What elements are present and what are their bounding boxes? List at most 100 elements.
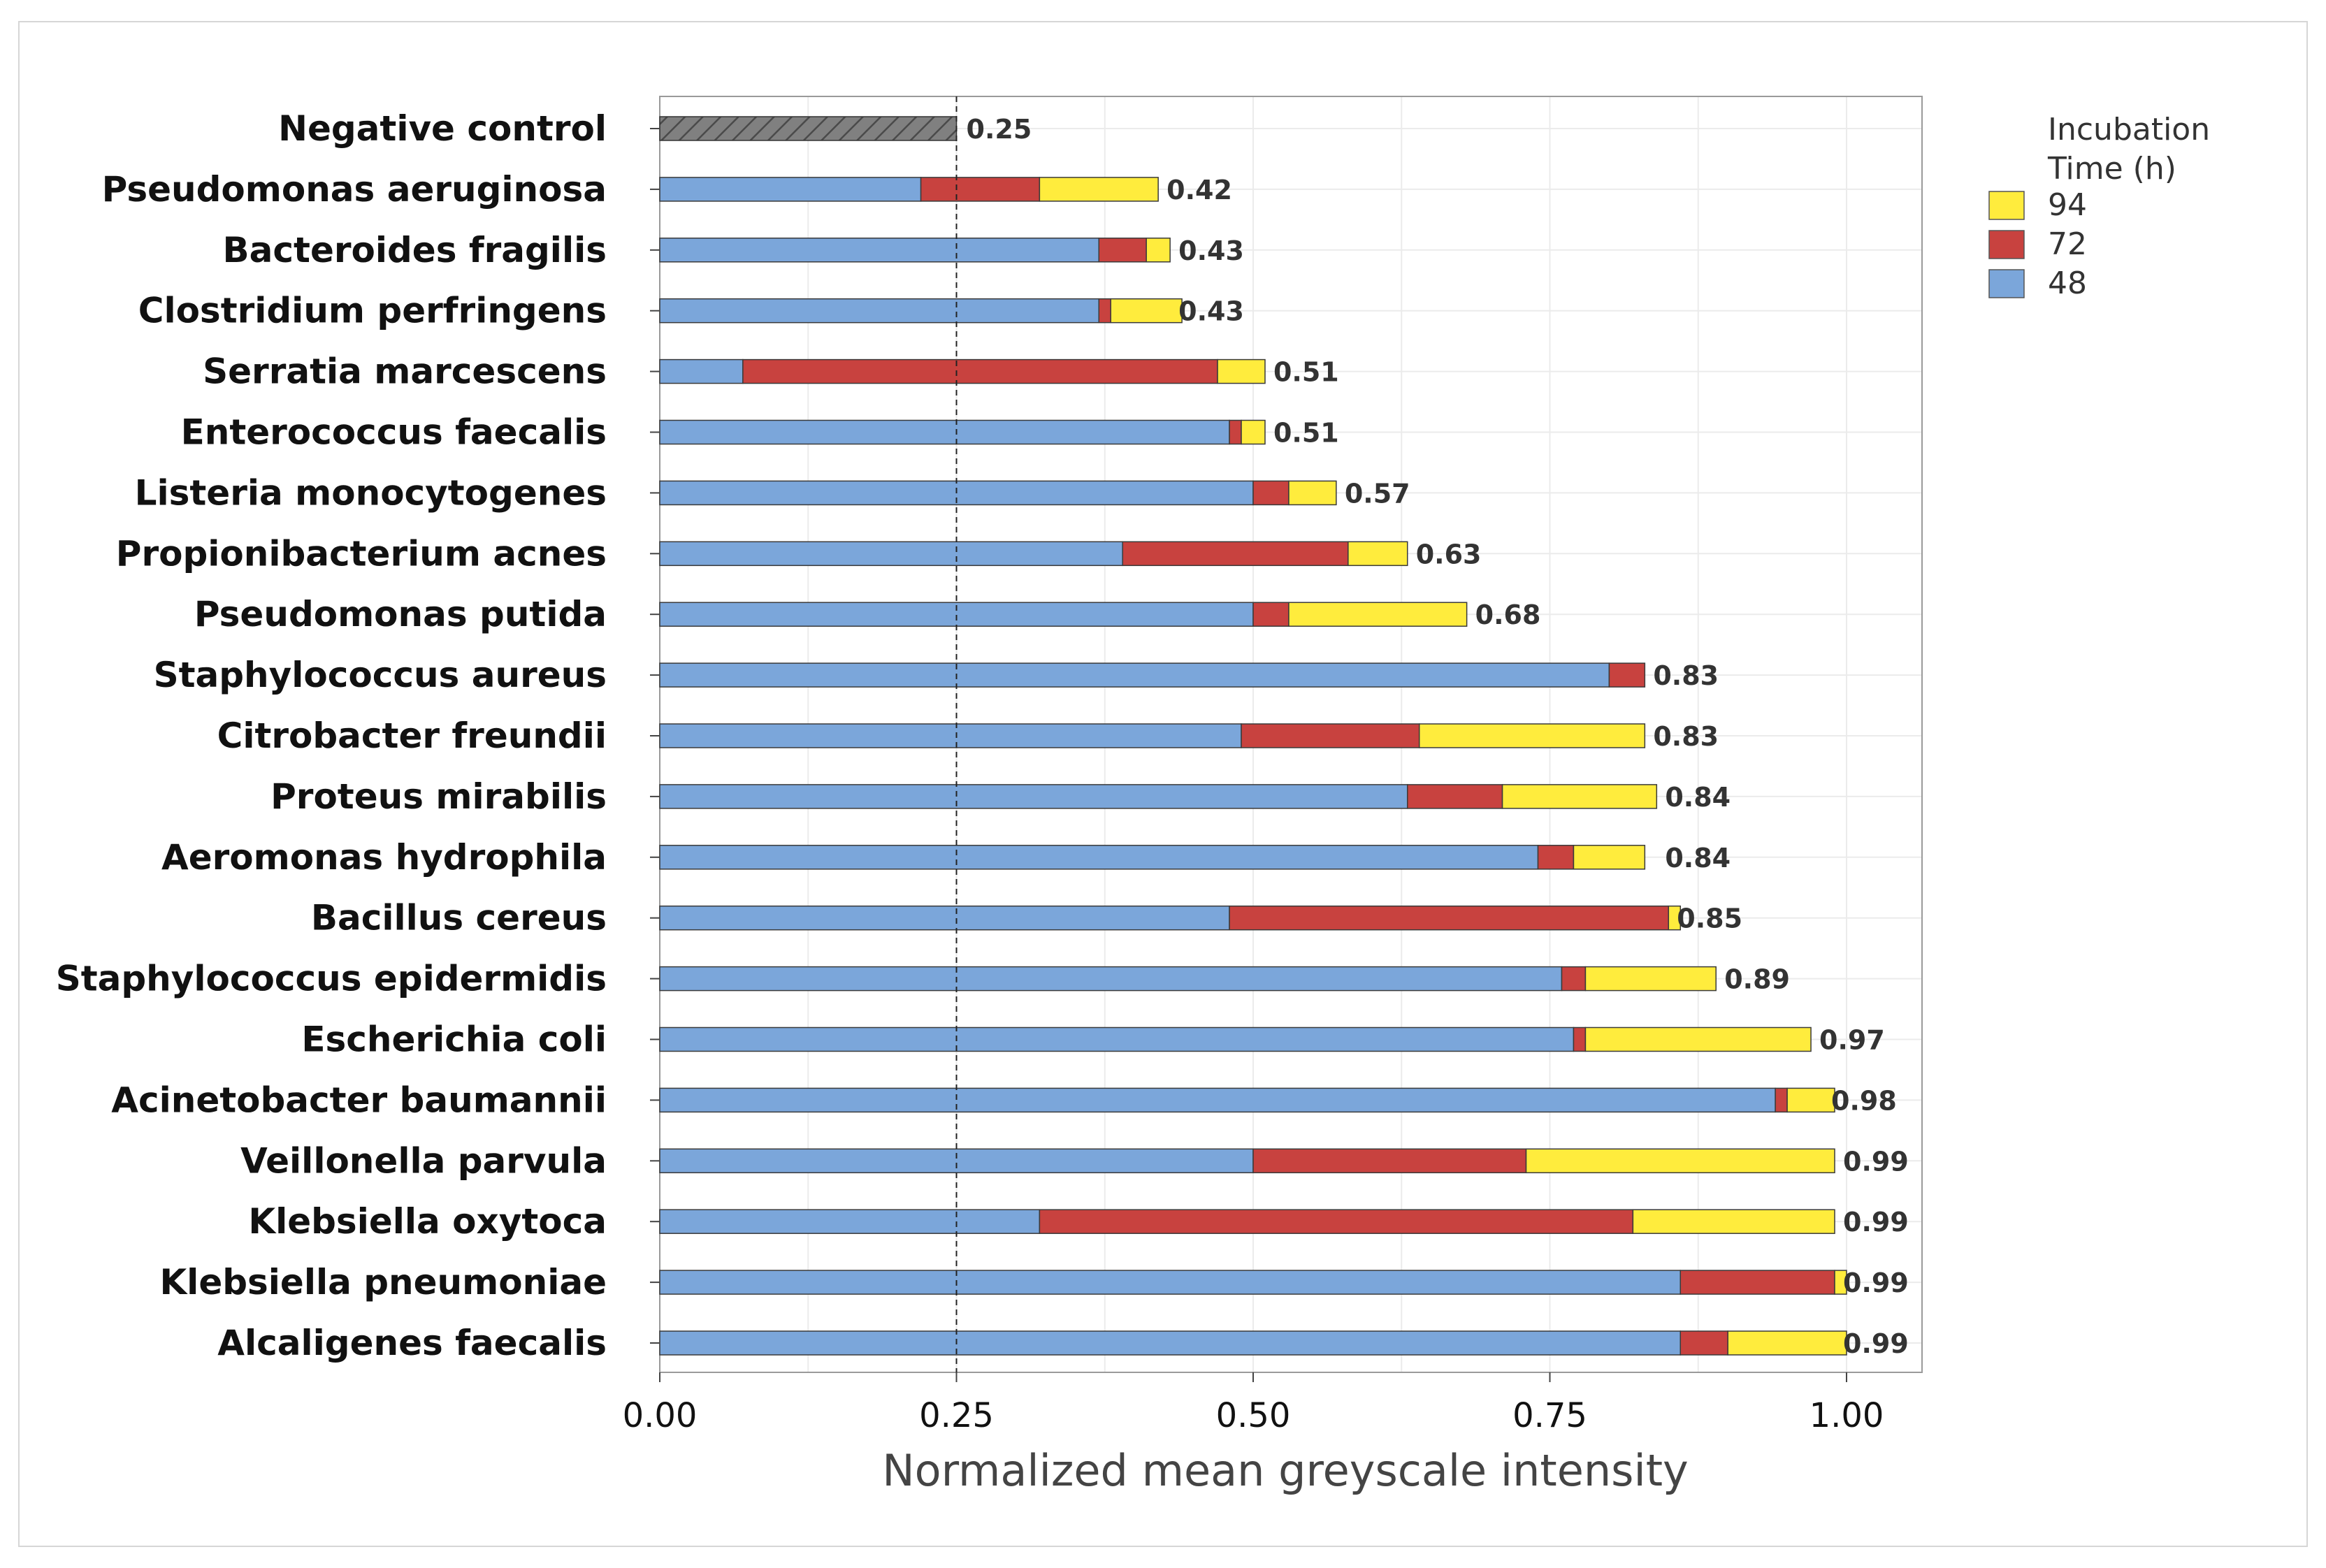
bar-segment-72h — [920, 177, 1041, 202]
bar-segment-72h — [1573, 1026, 1587, 1052]
legend-swatch-48 — [1988, 269, 2025, 298]
category-label: Alcaligenes faecalis — [217, 1323, 607, 1363]
category-label: Veillonella parvula — [240, 1140, 607, 1181]
x-tick-label: 0.25 — [919, 1396, 994, 1435]
legend-title: Incubation — [2048, 112, 2210, 147]
bar-segment-72h — [1229, 905, 1670, 931]
category-label: Klebsiella pneumoniae — [159, 1262, 607, 1302]
value-label: 0.63 — [1416, 539, 1482, 569]
category-label: Clostridium perfringens — [138, 291, 607, 331]
bar-segment-94h — [1584, 1026, 1812, 1052]
bar-segment-48h — [659, 1026, 1575, 1052]
bar-segment-72h — [1252, 602, 1290, 627]
bar-segment-72h — [1608, 662, 1646, 688]
category-label: Staphylococcus epidermidis — [56, 959, 607, 999]
bar-segment-72h — [1229, 419, 1242, 445]
category-label: Citrobacter freundii — [217, 716, 607, 756]
bar-segment-94h — [1348, 541, 1408, 567]
bar-segment-48h — [659, 238, 1100, 263]
value-label: 0.51 — [1273, 418, 1339, 449]
bar-segment-72h — [742, 358, 1218, 384]
category-label: Escherichia coli — [301, 1019, 607, 1060]
category-label: Staphylococcus aureus — [154, 655, 607, 695]
value-label: 0.84 — [1665, 843, 1731, 873]
bar-segment-72h — [1252, 480, 1290, 506]
category-label: Acinetobacter baumannii — [111, 1080, 607, 1120]
bar-segment-48h — [659, 905, 1230, 931]
bar-segment-72h — [1122, 541, 1349, 567]
bar-segment-72h — [1537, 845, 1575, 870]
category-label: Bacteroides fragilis — [223, 230, 607, 270]
bar-segment-48h — [659, 966, 1563, 992]
bar-segment-94h — [1288, 602, 1468, 627]
value-label: 0.89 — [1724, 964, 1790, 995]
bar-segment-94h — [1834, 1270, 1847, 1295]
bars-layer — [659, 96, 1847, 1372]
bar-segment-94h — [1584, 966, 1717, 992]
category-label: Pseudomonas putida — [194, 594, 607, 634]
bar-segment-94h — [1418, 723, 1646, 748]
value-label: 0.51 — [1273, 357, 1339, 388]
bar-segment-72h — [1406, 784, 1503, 809]
bar-segment-48h — [659, 1148, 1254, 1174]
bar-segment-94h — [1039, 177, 1159, 202]
bar-segment-72h — [1680, 1270, 1835, 1295]
category-label: Propionibacterium acnes — [116, 533, 607, 574]
bar-segment-72h — [1098, 298, 1111, 324]
legend-label-48: 48 — [2048, 266, 2087, 301]
category-label: Serratia marcescens — [203, 351, 607, 392]
axis-layer: Normalized mean greyscale intensity Nega… — [56, 108, 1884, 1496]
bar-segment-94h — [1727, 1330, 1847, 1356]
bar-segment-48h — [659, 784, 1408, 809]
value-label: 0.68 — [1475, 600, 1541, 630]
value-label: 0.99 — [1843, 1207, 1909, 1237]
bar-segment-48h — [659, 662, 1610, 688]
bar-segment-48h — [659, 845, 1539, 870]
bar-segment-94h — [1146, 238, 1171, 263]
x-tick-label: 0.75 — [1512, 1396, 1587, 1435]
value-label: 0.99 — [1843, 1268, 1909, 1298]
bar-segment-72h — [1039, 1209, 1634, 1234]
bar-segment-94h — [1217, 358, 1266, 384]
bar-segment-94h — [1632, 1209, 1835, 1234]
x-tick-label: 0.50 — [1216, 1396, 1291, 1435]
bar-segment-72h — [1680, 1330, 1728, 1356]
value-label: 0.43 — [1178, 235, 1244, 266]
category-label: Negative control — [278, 108, 607, 149]
value-label: 0.84 — [1665, 782, 1731, 813]
legend-swatch-72 — [1988, 230, 2025, 259]
category-label: Enterococcus faecalis — [181, 412, 607, 453]
x-axis-title: Normalized mean greyscale intensity — [882, 1445, 1688, 1496]
x-tick-label: 0.00 — [623, 1396, 698, 1435]
category-label: Pseudomonas aeruginosa — [102, 169, 607, 210]
bar-segment-48h — [659, 177, 922, 202]
category-label: Proteus mirabilis — [270, 776, 607, 817]
value-label: 0.57 — [1345, 478, 1410, 509]
value-label: 0.99 — [1843, 1328, 1909, 1359]
value-label-negative-control: 0.25 — [967, 114, 1032, 145]
bar-segment-72h — [1252, 1148, 1527, 1174]
bar-segment-48h — [659, 358, 744, 384]
bar-segment-94h — [1668, 905, 1682, 931]
bar-segment-72h — [1241, 723, 1420, 748]
bar-segment-48h — [659, 541, 1123, 567]
value-label: 0.43 — [1178, 296, 1244, 327]
legend-label-72: 72 — [2048, 226, 2087, 262]
value-label: 0.99 — [1843, 1146, 1909, 1177]
bar-segment-94h — [1525, 1148, 1835, 1174]
bar-segment-72h — [1098, 238, 1147, 263]
bar-segment-94h — [1110, 298, 1183, 324]
bar-segment-48h — [659, 1209, 1041, 1234]
bar-segment-48h — [659, 723, 1242, 748]
category-label: Aeromonas hydrophila — [161, 837, 607, 878]
bar-segment-48h — [659, 1330, 1682, 1356]
bar-segment-72h — [1775, 1087, 1788, 1113]
value-label: 0.42 — [1166, 175, 1232, 205]
legend-swatch-94 — [1988, 191, 2025, 220]
bar-segment-94h — [1786, 1087, 1835, 1113]
value-label: 0.97 — [1819, 1025, 1885, 1056]
value-label: 0.83 — [1653, 660, 1719, 691]
legend-title: Time (h) — [2047, 151, 2176, 187]
